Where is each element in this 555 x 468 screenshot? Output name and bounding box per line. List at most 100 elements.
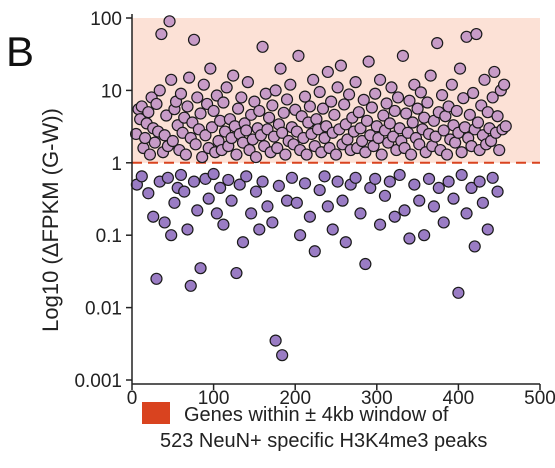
data-point-below [256, 175, 269, 188]
data-point-above [148, 136, 161, 149]
data-point-above [455, 146, 468, 159]
data-point-above [179, 148, 192, 161]
data-point-below [369, 172, 382, 185]
data-point-above [413, 138, 426, 151]
data-point-above [470, 27, 483, 41]
data-point-below [276, 349, 289, 362]
data-point-below [393, 168, 406, 182]
data-point-above [214, 114, 227, 127]
x-tick-label: 500 [524, 388, 555, 409]
data-point-above [466, 86, 480, 100]
data-point-below [298, 177, 312, 190]
data-point-below [269, 334, 282, 347]
data-point-above [150, 97, 163, 111]
data-point-below [383, 175, 396, 188]
data-point-above [445, 78, 458, 91]
data-point-above [196, 150, 209, 164]
y-axis-label: Log10 (ΔFPKM (G-W)) [38, 108, 63, 332]
data-point-above [155, 27, 168, 41]
data-point-above [453, 62, 467, 75]
data-point-above [207, 104, 220, 118]
legend-line-1: Genes within ± 4kb window of [184, 404, 449, 426]
data-point-above [458, 121, 472, 134]
data-point-above [183, 71, 196, 84]
data-point-above [316, 102, 330, 115]
data-point-below [359, 257, 372, 271]
y-tick-label: 0.001 [74, 371, 122, 392]
data-point-above [377, 109, 390, 122]
data-point-above [321, 65, 334, 79]
data-point-below [481, 223, 494, 236]
data-point-above [356, 134, 369, 148]
data-point-below [181, 223, 194, 236]
data-point-above [279, 148, 292, 161]
data-point-above [303, 100, 316, 113]
data-point-above [266, 99, 279, 112]
data-point-above [408, 78, 421, 91]
data-point-above [396, 49, 410, 62]
data-point-below [313, 183, 326, 197]
data-point-above [197, 78, 210, 91]
data-point-below [202, 192, 215, 205]
data-point-above [280, 93, 294, 106]
legend-line-2: 523 NeuN+ specific H3K4me3 peaks [160, 430, 488, 452]
data-point-above [199, 129, 212, 142]
data-point-below [187, 175, 201, 188]
data-point-above [373, 73, 387, 86]
data-point-above [166, 134, 179, 148]
data-point-above [253, 104, 266, 118]
data-point-above [276, 126, 289, 139]
data-point-above [300, 148, 313, 161]
data-point-below [236, 236, 250, 249]
data-point-below [491, 185, 504, 198]
data-point-below [207, 167, 220, 181]
data-point-above [450, 104, 463, 118]
data-point-above [298, 90, 312, 103]
data-point-below [233, 178, 246, 191]
data-point-below [468, 240, 481, 253]
data-point-above [486, 91, 499, 104]
data-point-above [499, 120, 512, 133]
data-point-above [400, 107, 413, 120]
data-point-below [168, 196, 181, 209]
data-point-above [256, 40, 269, 53]
data-point-above [429, 130, 442, 143]
x-tick-label: 200 [279, 388, 311, 409]
data-point-below [217, 218, 230, 231]
data-point-above [271, 141, 284, 155]
data-point-above [491, 110, 504, 123]
data-point-above [342, 88, 356, 101]
data-point-above [437, 124, 450, 137]
data-point-above [372, 131, 385, 145]
data-point-below [161, 171, 175, 184]
data-point-above [248, 95, 261, 108]
data-point-above [414, 86, 427, 99]
data-point-below [354, 207, 367, 220]
data-point-below [214, 181, 227, 195]
data-point-below [230, 266, 243, 280]
data-point-below [473, 175, 486, 188]
x-tick-label: 0 [127, 388, 138, 409]
data-point-above [406, 116, 419, 129]
data-point-below [253, 223, 266, 236]
data-point-above [163, 15, 176, 28]
data-point-below [326, 223, 339, 236]
data-point-above [497, 78, 511, 91]
data-point-below [378, 189, 392, 202]
data-point-above [478, 73, 491, 86]
legend-swatch [142, 402, 170, 424]
data-point-below [388, 210, 401, 223]
data-point-above [329, 148, 343, 161]
data-point-above [181, 100, 194, 113]
data-point-below [476, 196, 489, 209]
data-point-below [336, 194, 349, 207]
data-point-above [217, 96, 230, 109]
data-point-above [240, 124, 253, 137]
data-point-below [460, 207, 473, 220]
legend-row: Genes within ± 4kb window of [142, 402, 487, 428]
data-point-above [220, 81, 233, 94]
data-point-above [158, 129, 171, 142]
data-point-below [465, 181, 478, 195]
data-point-below [413, 194, 426, 207]
